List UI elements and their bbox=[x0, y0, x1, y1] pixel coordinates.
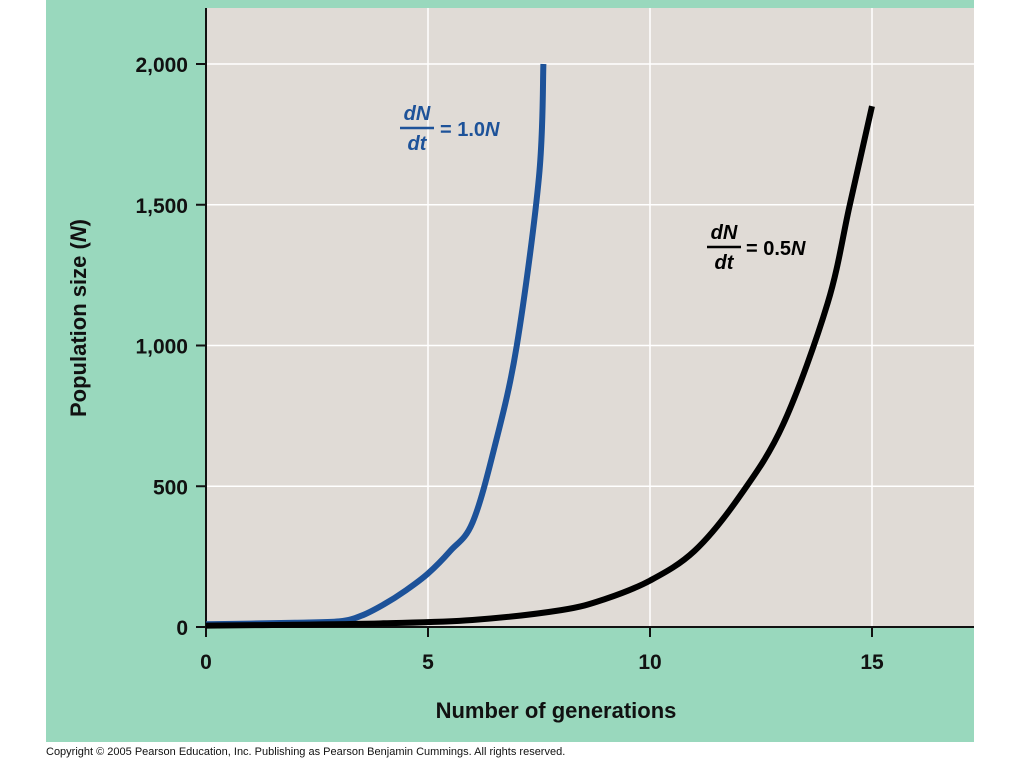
equation-slow-denominator: dt bbox=[715, 252, 735, 274]
y-axis-title-suffix: ) bbox=[66, 219, 91, 226]
equation-slow-symbol: N bbox=[791, 238, 806, 260]
y-axis-title-symbol: N bbox=[66, 225, 91, 242]
y-tick-label: 1,000 bbox=[135, 336, 188, 359]
equation-fast-rhs: = 1.0N bbox=[440, 119, 500, 141]
y-tick-label: 1,500 bbox=[135, 195, 188, 218]
equation-fast-numerator: dN bbox=[404, 103, 431, 125]
x-axis-title: Number of generations bbox=[436, 698, 677, 723]
equation-label-slow: dN dt = 0.5N bbox=[707, 222, 806, 274]
x-tick-label: 5 bbox=[422, 651, 434, 674]
tick-labels: 0 500 1,000 1,500 2,000 0 5 10 15 bbox=[135, 54, 884, 674]
equation-slow-coefficient: = 0.5 bbox=[746, 238, 791, 260]
equation-slow-rhs: = 0.5N bbox=[746, 238, 806, 260]
equation-label-fast: dN dt = 1.0N bbox=[400, 103, 500, 155]
equation-slow-numerator: dN bbox=[711, 222, 738, 244]
series-lines bbox=[205, 63, 875, 629]
y-tick-label: 0 bbox=[176, 617, 188, 640]
y-tick-label: 2,000 bbox=[135, 54, 188, 77]
equation-fast-symbol: N bbox=[485, 119, 500, 141]
x-tick-label: 0 bbox=[200, 651, 212, 674]
copyright-notice: Copyright © 2005 Pearson Education, Inc.… bbox=[46, 746, 566, 758]
equation-fast-denominator: dt bbox=[408, 133, 428, 155]
y-axis-title: Population size (N) bbox=[66, 219, 91, 417]
equation-fast-coefficient: = 1.0 bbox=[440, 119, 485, 141]
grid-lines bbox=[206, 8, 974, 627]
x-tick-label: 15 bbox=[860, 651, 884, 674]
plot-area-background bbox=[206, 8, 974, 627]
y-axis-title-prefix: Population size ( bbox=[66, 242, 91, 417]
x-tick-label: 10 bbox=[638, 651, 661, 674]
y-tick-label: 500 bbox=[153, 476, 188, 499]
series-line-slow bbox=[205, 105, 875, 629]
